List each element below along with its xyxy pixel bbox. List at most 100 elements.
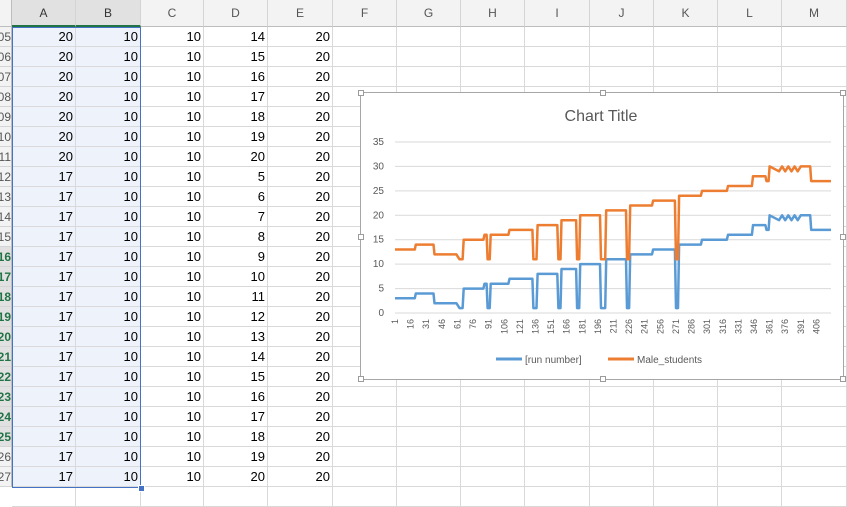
resize-handle-bottom-right[interactable] xyxy=(840,376,846,382)
cell-e[interactable]: 20 xyxy=(268,447,333,467)
row-header[interactable]: 18 xyxy=(0,287,12,307)
cell-b[interactable]: 10 xyxy=(76,207,141,227)
row-header[interactable]: 17 xyxy=(0,267,12,287)
cell-a[interactable]: 17 xyxy=(12,207,76,227)
row-header[interactable]: 11 xyxy=(0,147,12,167)
cell-b[interactable]: 10 xyxy=(76,47,141,67)
row-header[interactable]: 14 xyxy=(0,207,12,227)
row-header[interactable]: 12 xyxy=(0,167,12,187)
cell-e[interactable]: 20 xyxy=(268,407,333,427)
cell-e[interactable]: 20 xyxy=(268,467,333,487)
cell-i[interactable] xyxy=(525,47,590,67)
cell-e[interactable]: 20 xyxy=(268,347,333,367)
cell-b[interactable]: 10 xyxy=(76,367,141,387)
cell-g[interactable] xyxy=(397,387,461,407)
row-header[interactable]: 08 xyxy=(0,87,12,107)
cell-i[interactable] xyxy=(525,447,590,467)
cell-d[interactable]: 20 xyxy=(204,467,268,487)
cell-d[interactable]: 19 xyxy=(204,127,268,147)
cell-m[interactable] xyxy=(782,407,847,427)
cell-a[interactable]: 20 xyxy=(12,67,76,87)
cell-j[interactable] xyxy=(590,387,654,407)
row-header[interactable]: 05 xyxy=(0,27,12,47)
cell-empty[interactable] xyxy=(333,487,397,507)
cell-d[interactable]: 10 xyxy=(204,267,268,287)
cell-d[interactable]: 12 xyxy=(204,307,268,327)
row-header[interactable]: 23 xyxy=(0,387,12,407)
cell-d[interactable]: 20 xyxy=(204,147,268,167)
cell-i[interactable] xyxy=(525,407,590,427)
cell-e[interactable]: 20 xyxy=(268,427,333,447)
cell-j[interactable] xyxy=(590,407,654,427)
cell-e[interactable]: 20 xyxy=(268,367,333,387)
cell-e[interactable]: 20 xyxy=(268,47,333,67)
cell-l[interactable] xyxy=(718,407,782,427)
cell-m[interactable] xyxy=(782,427,847,447)
cell-d[interactable]: 15 xyxy=(204,367,268,387)
row-header[interactable]: 27 xyxy=(0,467,12,487)
cell-c[interactable]: 10 xyxy=(141,27,204,47)
cell-b[interactable]: 10 xyxy=(76,267,141,287)
cell-empty[interactable] xyxy=(461,487,525,507)
cell-d[interactable]: 15 xyxy=(204,47,268,67)
cell-c[interactable]: 10 xyxy=(141,247,204,267)
row-header[interactable]: 22 xyxy=(0,367,12,387)
cell-empty[interactable] xyxy=(590,487,654,507)
cell-a[interactable]: 17 xyxy=(12,187,76,207)
cell-b[interactable]: 10 xyxy=(76,427,141,447)
cell-i[interactable] xyxy=(525,427,590,447)
select-all-corner[interactable] xyxy=(0,0,12,27)
cell-j[interactable] xyxy=(590,27,654,47)
cell-l[interactable] xyxy=(718,27,782,47)
cell-d[interactable]: 17 xyxy=(204,407,268,427)
cell-h[interactable] xyxy=(461,447,525,467)
cell-g[interactable] xyxy=(397,427,461,447)
resize-handle-bottom[interactable] xyxy=(600,376,606,382)
cell-d[interactable]: 18 xyxy=(204,107,268,127)
cell-h[interactable] xyxy=(461,407,525,427)
cell-c[interactable]: 10 xyxy=(141,387,204,407)
cell-i[interactable] xyxy=(525,27,590,47)
cell-empty[interactable] xyxy=(397,487,461,507)
cell-a[interactable]: 17 xyxy=(12,467,76,487)
column-header-k[interactable]: K xyxy=(654,0,718,27)
cell-h[interactable] xyxy=(461,67,525,87)
column-header-m[interactable]: M xyxy=(782,0,847,27)
cell-f[interactable] xyxy=(333,467,397,487)
cell-a[interactable]: 17 xyxy=(12,267,76,287)
resize-handle-top[interactable] xyxy=(600,90,606,96)
cell-c[interactable]: 10 xyxy=(141,347,204,367)
cell-f[interactable] xyxy=(333,387,397,407)
row-header[interactable]: 07 xyxy=(0,67,12,87)
cell-h[interactable] xyxy=(461,27,525,47)
cell-m[interactable] xyxy=(782,27,847,47)
row-header[interactable]: 20 xyxy=(0,327,12,347)
cell-c[interactable]: 10 xyxy=(141,147,204,167)
cell-g[interactable] xyxy=(397,27,461,47)
cell-a[interactable]: 20 xyxy=(12,107,76,127)
cell-d[interactable]: 19 xyxy=(204,447,268,467)
cell-m[interactable] xyxy=(782,467,847,487)
row-header[interactable]: 16 xyxy=(0,247,12,267)
cell-b[interactable]: 10 xyxy=(76,127,141,147)
cell-d[interactable]: 13 xyxy=(204,327,268,347)
cell-a[interactable]: 17 xyxy=(12,427,76,447)
cell-j[interactable] xyxy=(590,447,654,467)
cell-l[interactable] xyxy=(718,47,782,67)
cell-a[interactable]: 17 xyxy=(12,367,76,387)
cell-i[interactable] xyxy=(525,467,590,487)
cell-b[interactable]: 10 xyxy=(76,327,141,347)
cell-d[interactable]: 8 xyxy=(204,227,268,247)
cell-k[interactable] xyxy=(654,387,718,407)
column-header-b[interactable]: B xyxy=(76,0,141,27)
cell-a[interactable]: 17 xyxy=(12,447,76,467)
cell-k[interactable] xyxy=(654,447,718,467)
cell-b[interactable]: 10 xyxy=(76,347,141,367)
cell-c[interactable]: 10 xyxy=(141,267,204,287)
cell-h[interactable] xyxy=(461,467,525,487)
resize-handle-right[interactable] xyxy=(840,234,846,240)
cell-b[interactable]: 10 xyxy=(76,467,141,487)
cell-e[interactable]: 20 xyxy=(268,327,333,347)
fill-handle[interactable] xyxy=(138,485,145,492)
column-header-a[interactable]: A xyxy=(12,0,76,27)
